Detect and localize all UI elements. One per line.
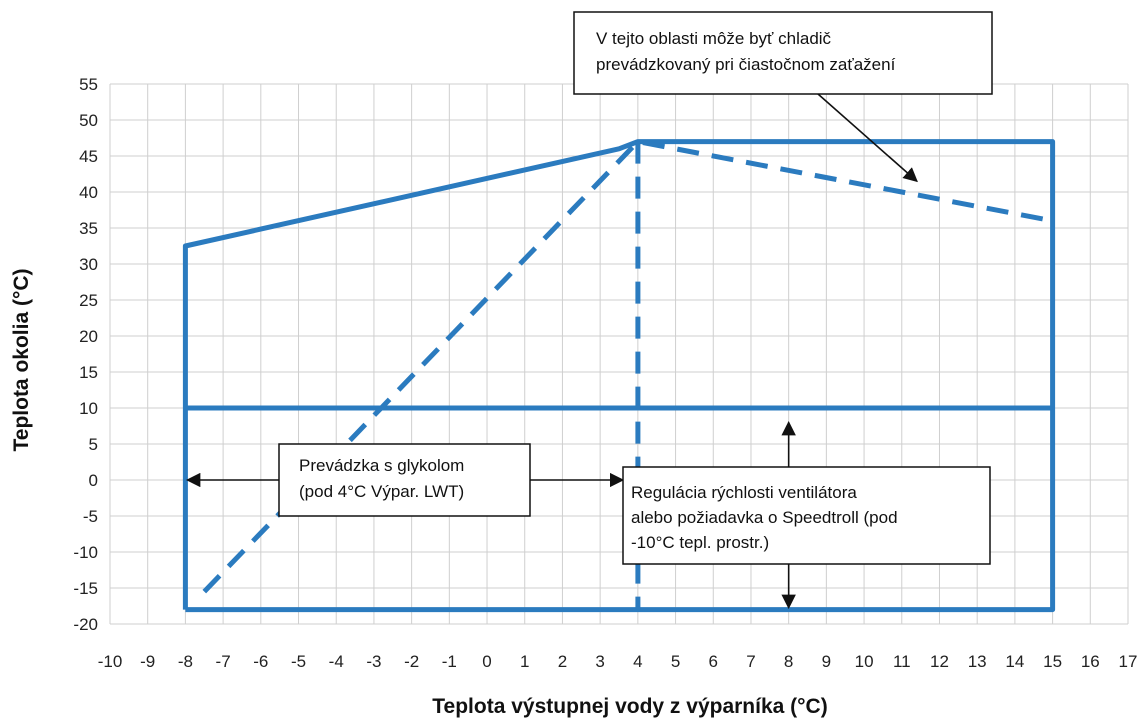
y-tick-label: -20	[73, 615, 98, 634]
glycol-note-line: (pod 4°C Výpar. LWT)	[299, 482, 464, 501]
y-tick-label: 20	[79, 327, 98, 346]
x-tick-label: 16	[1081, 652, 1100, 671]
partial-load-arrow	[817, 93, 918, 183]
y-tick-label: 10	[79, 399, 98, 418]
x-tick-label: 7	[746, 652, 755, 671]
partial-load-note-box	[573, 11, 993, 95]
fan-speed-note-line: Regulácia rýchlosti ventilátora	[631, 483, 857, 502]
partial-load-note-line: V tejto oblasti môže byť chladič	[596, 29, 832, 48]
x-tick-label: -3	[366, 652, 381, 671]
x-tick-label: 13	[968, 652, 987, 671]
x-axis-title: Teplota výstupnej vody z výparníka (°C)	[432, 695, 827, 718]
y-tick-label: 55	[79, 75, 98, 94]
x-tick-label: -9	[140, 652, 155, 671]
x-tick-label: 17	[1119, 652, 1138, 671]
x-tick-label: -1	[442, 652, 457, 671]
y-tick-label: 45	[79, 147, 98, 166]
x-tick-label: 15	[1043, 652, 1062, 671]
y-tick-label: 25	[79, 291, 98, 310]
x-tick-label: 12	[930, 652, 949, 671]
x-tick-label: -5	[291, 652, 306, 671]
y-tick-label: 40	[79, 183, 98, 202]
fan-speed-note-line: alebo požiadavka o Speedtroll (pod	[631, 508, 898, 527]
x-tick-label: 3	[595, 652, 604, 671]
x-tick-label: -7	[216, 652, 231, 671]
x-tick-label: 6	[709, 652, 718, 671]
x-tick-label: 0	[482, 652, 491, 671]
x-tick-label: 9	[822, 652, 831, 671]
x-tick-label: -2	[404, 652, 419, 671]
x-tick-label: 1	[520, 652, 529, 671]
x-tick-labels: -10 -9 -8 -7 -6 -5 -4 -3 -2 -1 0 1 2 3 4 5 6 7 8 9 10 11 12 13 1…	[98, 652, 1138, 671]
y-axis-title: Teplota okolia (°C)	[10, 268, 33, 451]
x-tick-label: 4	[633, 652, 642, 671]
glycol-note-box	[278, 443, 531, 517]
y-tick-label: -15	[73, 579, 98, 598]
x-tick-label: 5	[671, 652, 680, 671]
glycol-note-line: Prevádzka s glykolom	[299, 456, 464, 475]
y-tick-label: 0	[89, 471, 98, 490]
x-tick-label: -4	[329, 652, 344, 671]
x-tick-label: -6	[253, 652, 268, 671]
y-tick-label: 30	[79, 255, 98, 274]
y-tick-label: -5	[83, 507, 98, 526]
fan-speed-note-line: -10°C tepl. prostr.)	[631, 533, 769, 552]
y-tick-label: 15	[79, 363, 98, 382]
x-tick-label: 10	[855, 652, 874, 671]
y-tick-label: 35	[79, 219, 98, 238]
annotations: V tejto oblasti môže byť chladič prevádzk…	[185, 11, 993, 610]
fan-speed-note-box	[622, 466, 991, 565]
y-tick-label: 50	[79, 111, 98, 130]
y-tick-label: 5	[89, 435, 98, 454]
x-tick-label: 8	[784, 652, 793, 671]
x-tick-label: -8	[178, 652, 193, 671]
x-tick-label: 11	[893, 652, 911, 671]
partial-load-note-line: prevádzkovaný pri čiastočnom zaťažení	[596, 55, 896, 74]
x-tick-label: 14	[1005, 652, 1024, 671]
y-tick-label: -10	[73, 543, 98, 562]
x-tick-label: 2	[558, 652, 567, 671]
x-tick-label: -10	[98, 652, 123, 671]
